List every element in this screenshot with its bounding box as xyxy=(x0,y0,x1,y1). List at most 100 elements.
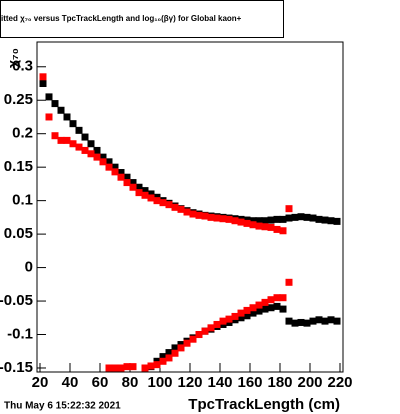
marker xyxy=(207,324,215,332)
marker xyxy=(105,364,113,372)
y-tick-label: 0.25 xyxy=(4,91,33,108)
marker xyxy=(243,306,251,314)
marker xyxy=(237,314,245,322)
marker xyxy=(285,205,293,213)
x-tick-label: 180 xyxy=(267,374,292,391)
marker xyxy=(255,301,263,309)
x-tick-label: 100 xyxy=(147,374,172,391)
marker xyxy=(39,73,47,81)
marker xyxy=(207,213,215,221)
marker xyxy=(237,309,245,317)
marker xyxy=(153,197,161,205)
marker xyxy=(279,215,287,223)
marker xyxy=(261,217,269,225)
marker xyxy=(129,179,137,187)
y-tick-label: 0.1 xyxy=(12,192,33,209)
marker xyxy=(87,150,95,158)
marker xyxy=(249,221,257,229)
marker xyxy=(261,223,269,231)
marker xyxy=(315,316,323,324)
marker xyxy=(141,187,149,195)
marker xyxy=(177,205,185,213)
marker xyxy=(255,217,263,225)
marker xyxy=(291,213,299,221)
marker xyxy=(333,217,341,225)
marker xyxy=(123,363,131,371)
marker xyxy=(105,158,113,166)
marker xyxy=(279,227,287,235)
marker xyxy=(93,153,101,161)
marker xyxy=(123,179,131,187)
marker xyxy=(309,214,317,222)
marker xyxy=(81,133,89,141)
marker xyxy=(75,143,83,151)
x-tick-label: 40 xyxy=(62,374,79,391)
marker xyxy=(243,312,251,320)
marker xyxy=(273,302,281,310)
marker xyxy=(261,298,269,306)
marker xyxy=(39,80,47,88)
marker xyxy=(129,363,137,371)
x-tick-label: 200 xyxy=(297,374,322,391)
marker xyxy=(87,140,95,148)
marker xyxy=(267,216,275,224)
marker xyxy=(237,218,245,226)
marker xyxy=(165,354,173,362)
title-clip: itted χ₇₀ versus TpcTrackLength and log₁… xyxy=(1,14,242,23)
marker xyxy=(135,183,143,191)
marker xyxy=(285,278,293,286)
marker xyxy=(171,344,179,352)
marker xyxy=(291,319,299,327)
marker xyxy=(201,212,209,220)
title-box xyxy=(0,0,284,38)
x-axis-label: TpcTrackLength (cm) xyxy=(188,396,340,413)
marker xyxy=(279,305,287,313)
y-tick-label: -0.05 xyxy=(0,292,33,309)
marker xyxy=(171,203,179,211)
marker xyxy=(57,106,65,114)
marker xyxy=(267,304,275,312)
x-tick-label: 120 xyxy=(177,374,202,391)
marker xyxy=(117,169,125,177)
marker xyxy=(285,317,293,325)
marker xyxy=(111,168,119,176)
marker xyxy=(225,315,233,323)
marker xyxy=(309,317,317,325)
x-tick-label: 160 xyxy=(237,374,262,391)
marker xyxy=(255,307,263,315)
marker xyxy=(297,213,305,221)
marker xyxy=(303,319,311,327)
marker xyxy=(249,304,257,312)
marker xyxy=(231,312,239,320)
marker xyxy=(285,214,293,222)
marker xyxy=(159,353,167,361)
marker xyxy=(189,335,197,343)
marker xyxy=(147,362,155,370)
marker xyxy=(273,225,281,233)
marker xyxy=(249,217,257,225)
marker xyxy=(213,214,221,222)
marker xyxy=(51,100,59,108)
marker xyxy=(99,153,107,161)
marker xyxy=(141,364,149,372)
marker xyxy=(273,215,281,223)
marker xyxy=(333,317,341,325)
marker xyxy=(123,173,131,181)
marker xyxy=(297,318,305,326)
marker xyxy=(159,357,167,365)
marker xyxy=(45,113,53,121)
marker xyxy=(231,217,239,225)
marker xyxy=(105,163,113,171)
marker xyxy=(111,163,119,171)
marker xyxy=(69,120,77,128)
y-tick-label: -0.15 xyxy=(0,359,33,376)
marker xyxy=(279,294,287,302)
marker xyxy=(141,191,149,199)
marker xyxy=(219,317,227,325)
x-tick-label: 20 xyxy=(32,374,49,391)
marker xyxy=(171,349,179,357)
marker xyxy=(111,364,119,372)
x-tick-label: 60 xyxy=(92,374,109,391)
